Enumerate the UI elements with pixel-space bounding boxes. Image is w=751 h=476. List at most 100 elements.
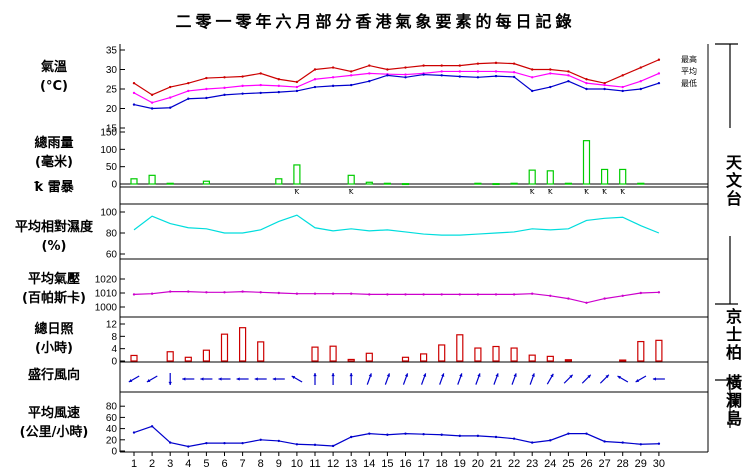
temp-series-0-point-13 <box>350 70 353 73</box>
temp-series-0-point-15 <box>386 68 389 71</box>
wind-speed-line-point-23 <box>531 441 534 444</box>
x-tick-label-30: 30 <box>653 458 665 470</box>
temp-series-2-point-12 <box>331 84 335 88</box>
temp-series-0-point-7 <box>241 75 244 78</box>
wind-speed-line-point-11 <box>313 443 317 447</box>
temp-series-1 <box>133 70 660 104</box>
wind-arrowhead-25 <box>569 374 573 379</box>
wind-speed-line-point-25 <box>567 432 570 435</box>
x-tick-label-4: 4 <box>185 458 191 470</box>
thunder-mark-27: Ꝁ <box>602 188 607 196</box>
temp-series-2-point-10 <box>295 89 299 93</box>
sunshine-bar-11 <box>311 346 319 362</box>
wind-arrowhead-30 <box>652 377 656 381</box>
sunshine-bar-7 <box>239 327 247 362</box>
sunshine-bar-17 <box>420 353 428 362</box>
wind-speed-line <box>133 425 659 448</box>
wind-arrowhead-14 <box>368 373 372 377</box>
pressure-line-point-28 <box>621 294 624 297</box>
thunder-icon: ꝁ <box>34 180 44 195</box>
temp-series-1-point-29 <box>639 80 642 83</box>
rain-bar-2 <box>148 174 156 185</box>
temp-tick-label-25: 25 <box>106 85 118 96</box>
wind-speed-line-point-24 <box>549 439 552 442</box>
temp-series-1-point-23 <box>531 76 534 79</box>
x-tick-label-25: 25 <box>562 458 574 470</box>
wind-speed-line-point-29 <box>639 443 642 446</box>
pressure-line-point-7 <box>241 290 244 293</box>
temp-series-0-point-29 <box>639 66 642 69</box>
sunshine-bar-30 <box>655 339 663 362</box>
pressure-line-point-18 <box>440 293 443 296</box>
thunder-label: 雷暴 <box>47 180 74 195</box>
sunshine-bar-25 <box>564 359 573 362</box>
pressure-line-point-24 <box>549 294 552 297</box>
station-kings-park: 京士柏 <box>725 307 742 362</box>
temp-series-2-point-7 <box>241 92 244 95</box>
temp-series-1-point-22 <box>512 71 516 74</box>
humidity-line <box>133 214 660 236</box>
humidity-panel-label: 平均相對濕度 (%) <box>0 218 108 256</box>
x-tick-label-9: 9 <box>276 458 282 470</box>
wind-speed-unit: (公里/小時) <box>19 425 89 440</box>
wind-arrowhead-3 <box>168 381 172 385</box>
rainfall-label: 總雨量 <box>34 136 74 151</box>
sunshine-bar-19 <box>456 334 464 362</box>
x-tick-label-16: 16 <box>399 458 411 470</box>
temp-series-2 <box>133 73 660 110</box>
temp-series-0-point-20 <box>476 62 480 65</box>
rain-tick-label-150: 150 <box>100 128 117 139</box>
temp-series-0-point-12 <box>331 66 335 69</box>
pressure-line-point-29 <box>639 291 642 295</box>
temp-series-2-point-5 <box>205 96 208 100</box>
wind-speed-line-point-22 <box>512 437 516 440</box>
temp-legend-0: 最高 <box>681 54 697 64</box>
x-tick-label-23: 23 <box>526 458 538 470</box>
wind-speed-line-point-13 <box>350 435 353 439</box>
temp-series-0-point-2 <box>150 93 154 97</box>
temperature-panel-label: 氣溫 (°C) <box>0 58 108 96</box>
sunshine-bar-21 <box>492 345 500 362</box>
wind-speed-line-point-20 <box>476 434 480 438</box>
rain-bar-14 <box>365 181 373 185</box>
wind-speed-tick-label-0: 0 <box>111 447 117 458</box>
sunshine-tick-label-8: 8 <box>111 332 117 343</box>
sunshine-bar-5 <box>202 349 210 362</box>
temp-series-0-point-28 <box>621 74 624 77</box>
wind-speed-panel-label: 平均風速 (公里/小時) <box>0 404 108 442</box>
wind-speed-line-point-8 <box>259 438 262 441</box>
sunshine-bar-29 <box>637 340 645 362</box>
pressure-line-point-12 <box>331 292 335 295</box>
temp-series-1-point-3 <box>169 96 172 99</box>
sunshine-bar-4 <box>184 356 192 362</box>
wind-arrowhead-23 <box>531 373 535 377</box>
wind-speed-label: 平均風速 <box>27 406 80 421</box>
wind-arrowhead-2 <box>146 379 151 382</box>
pressure-line-point-10 <box>295 292 299 295</box>
temp-series-1-point-11 <box>313 78 317 81</box>
temp-series-1-point-13 <box>350 74 353 77</box>
humidity-unit: (%) <box>41 239 67 254</box>
temp-series-0-point-24 <box>549 68 552 71</box>
temp-series-2-point-17 <box>422 73 425 76</box>
wind-arrowhead-13 <box>349 373 353 377</box>
thunder-mark-24: Ꝁ <box>548 188 553 196</box>
humidity-label: 平均相對濕度 <box>14 220 93 235</box>
temp-series-1-point-19 <box>458 70 461 73</box>
wind-arrowhead-7 <box>236 377 240 381</box>
rain-bar-16 <box>401 183 410 186</box>
pressure-line-point-26 <box>585 301 588 304</box>
x-tick-label-3: 3 <box>167 458 173 470</box>
wind-speed-line-point-30 <box>657 442 661 445</box>
wind-speed-tick-label-60: 60 <box>106 413 118 424</box>
temp-series-2-point-20 <box>476 76 480 79</box>
temp-series-2-point-9 <box>277 90 280 94</box>
x-tick-label-1: 1 <box>131 458 137 470</box>
rain-bar-23 <box>528 169 536 185</box>
wind-speed-line-point-16 <box>404 432 407 435</box>
pressure-line-point-15 <box>386 293 389 296</box>
temp-series-0-point-1 <box>132 81 136 85</box>
wind-arrowhead-1 <box>128 379 133 382</box>
wind-speed-line-point-27 <box>603 440 606 443</box>
pressure-tick-label-1020: 1020 <box>95 275 118 286</box>
